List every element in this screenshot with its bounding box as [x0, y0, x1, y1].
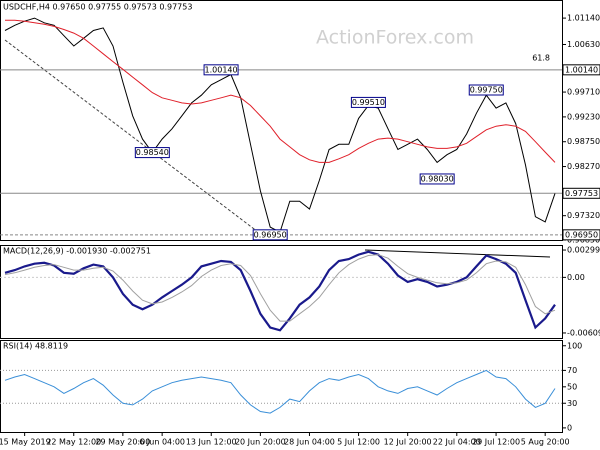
level-box [562, 64, 600, 76]
level-label: 0.96950 [565, 230, 598, 239]
level-label: 0.97753 [565, 189, 598, 198]
series-line [4, 369, 556, 414]
trend-line [364, 249, 551, 258]
y-tick-label: 0.99230 [567, 112, 600, 121]
y-tick-label: 0.99710 [567, 88, 600, 97]
panel-frame [0, 245, 563, 339]
x-tick-label: 5 Jul 12:00 [337, 438, 380, 447]
watermark: ActionForex.com [316, 27, 474, 49]
level-box [562, 187, 600, 199]
series-line [4, 250, 556, 332]
series-line [5, 19, 556, 163]
chart-title: USDCHF,H4 0.97650 0.97755 0.97573 0.9775… [3, 3, 192, 12]
x-tick-label: 22 Jul 04:00 [433, 438, 481, 447]
y-tick-label: 0.97320 [567, 211, 600, 220]
fib-label: 61.8 [532, 54, 550, 63]
x-tick-label: 29 May 20:00 [95, 438, 150, 447]
rsi-title: RSI(14) 48.8119 [3, 342, 68, 351]
annotation-label: 0.98030 [421, 174, 454, 183]
y-tick-label: 0.00 [567, 273, 585, 282]
y-tick-label: 50 [567, 382, 577, 391]
level-label: 1.00140 [565, 65, 598, 74]
annotation-label: 0.98540 [136, 148, 169, 157]
x-tick-label: 6 Jun 04:00 [139, 438, 185, 447]
annotation-label: 1.00140 [205, 65, 238, 74]
y-tick-label: 0.98750 [567, 137, 600, 146]
annotation-box [419, 173, 455, 185]
y-tick-label: 0.002998 [567, 246, 600, 255]
x-tick-label: 13 Jun 12:00 [186, 438, 237, 447]
x-tick-label: 5 Aug 20:00 [521, 438, 570, 447]
level-box [562, 229, 600, 241]
annotation-label: 0.99510 [352, 98, 385, 107]
annotation-box [203, 64, 239, 76]
x-tick-label: 29 Jul 12:00 [472, 438, 520, 447]
y-tick-label: 70 [567, 366, 577, 375]
annotation-box [252, 229, 288, 241]
y-tick-label: -0.006097 [567, 328, 600, 337]
annotation-label: 0.99750 [470, 86, 503, 95]
trend-line [4, 39, 263, 236]
y-tick-label: 1.01140 [567, 14, 600, 23]
y-tick-label: 0.98270 [567, 162, 600, 171]
y-tick-label: 30 [567, 399, 577, 408]
x-tick-label: 12 Jul 20:00 [384, 438, 432, 447]
y-tick-label: 0 [567, 423, 572, 432]
x-tick-label: 22 May 12:00 [46, 438, 101, 447]
x-tick-label: 20 Jun 20:00 [235, 438, 286, 447]
x-tick-label: 28 Jun 04:00 [284, 438, 335, 447]
x-tick-label: 15 May 2019 [0, 438, 51, 447]
annotation-box [468, 84, 504, 96]
series-line [4, 254, 556, 322]
annotation-box [350, 96, 386, 108]
macd-title: MACD(12,26,9) -0.001930 -0.002751 [3, 247, 151, 256]
annotation-label: 0.96950 [254, 230, 287, 239]
panel-frame [0, 0, 563, 241]
y-tick-label: 100 [567, 341, 582, 350]
annotation-box [134, 147, 170, 159]
y-tick-label: 1.00630 [567, 40, 600, 49]
